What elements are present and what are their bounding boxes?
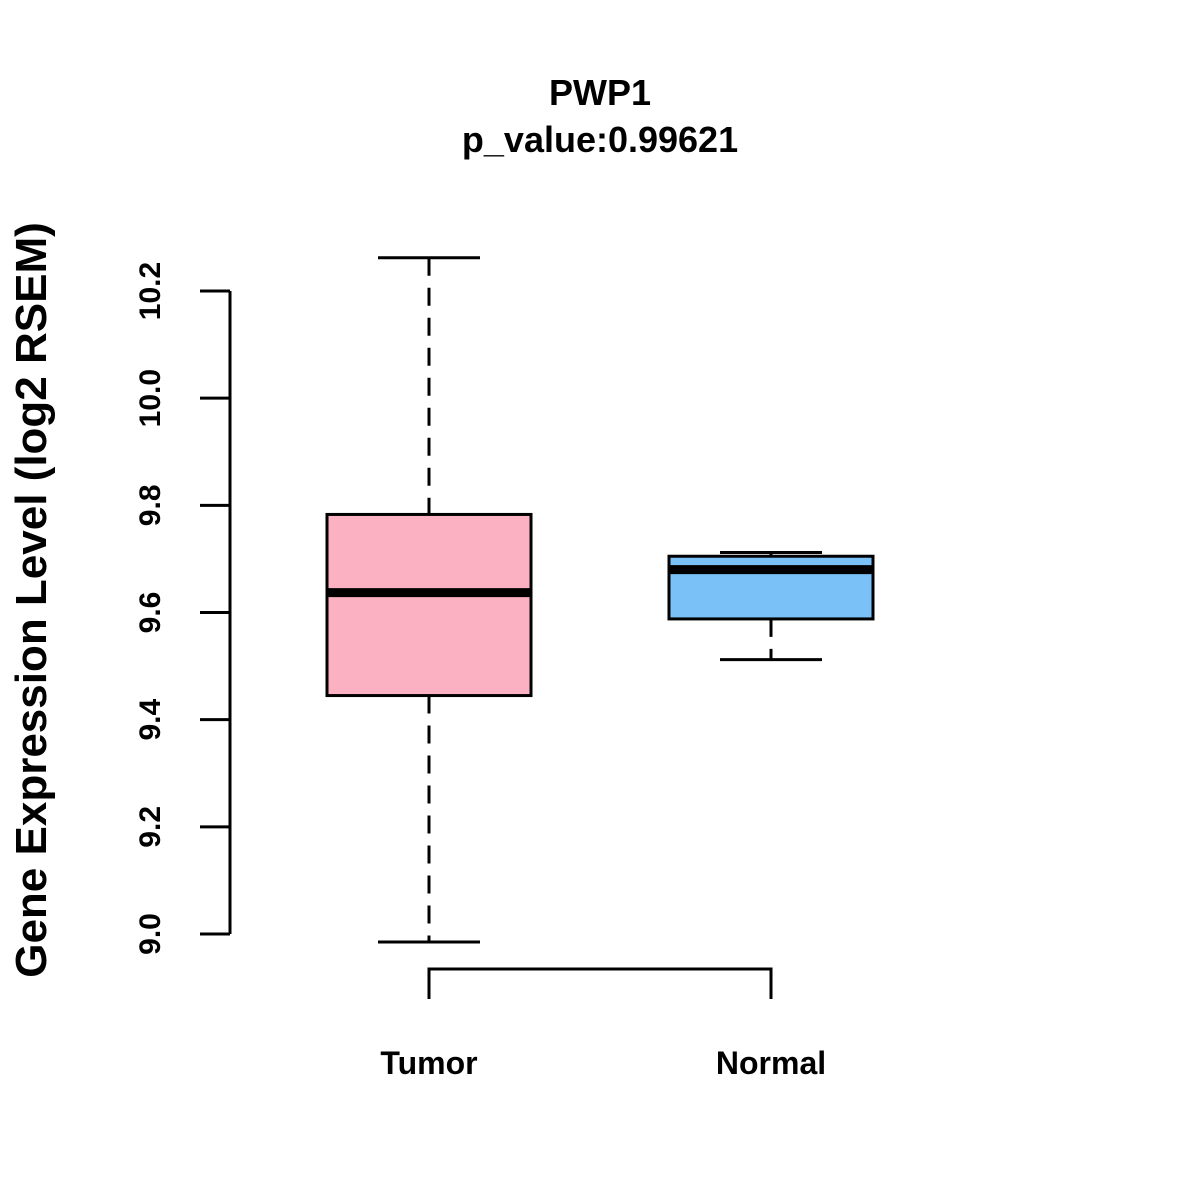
box-tumor <box>325 256 533 944</box>
chart-title: PWP1 <box>549 72 651 113</box>
box-series <box>325 256 875 944</box>
y-tick-label: 9.6 <box>134 592 167 634</box>
y-tick-label: 9.8 <box>134 484 167 526</box>
box-normal <box>667 550 875 662</box>
bracket-line <box>427 967 773 999</box>
iqr-box <box>325 512 533 698</box>
x-axis-labels: Tumor Normal <box>380 1045 826 1081</box>
y-tick-label: 9.2 <box>134 806 167 848</box>
x-category-label: Normal <box>716 1045 826 1081</box>
y-tick-label: 10.0 <box>134 369 167 427</box>
y-tick-label: 10.2 <box>134 262 167 320</box>
chart-subtitle: p_value:0.99621 <box>462 119 738 160</box>
y-tick-label: 9.0 <box>134 913 167 955</box>
y-axis-label: Gene Expression Level (log2 RSEM) <box>7 222 56 978</box>
comparison-bracket <box>427 967 773 999</box>
y-tick-label: 9.4 <box>134 699 167 741</box>
x-category-label: Tumor <box>380 1045 477 1081</box>
y-axis-ticks: 9.0 9.2 9.4 9.6 9.8 10.0 10.2 <box>134 262 230 955</box>
